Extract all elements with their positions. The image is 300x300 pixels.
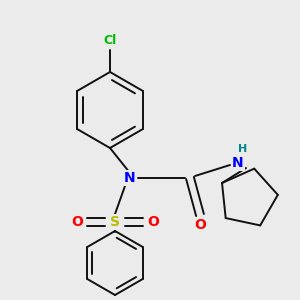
Text: O: O <box>194 218 206 232</box>
Text: N: N <box>232 156 244 170</box>
Text: Cl: Cl <box>103 34 117 46</box>
Text: N: N <box>124 171 136 185</box>
Text: O: O <box>147 215 159 229</box>
Text: H: H <box>238 144 247 154</box>
Text: S: S <box>110 215 120 229</box>
Text: O: O <box>71 215 83 229</box>
